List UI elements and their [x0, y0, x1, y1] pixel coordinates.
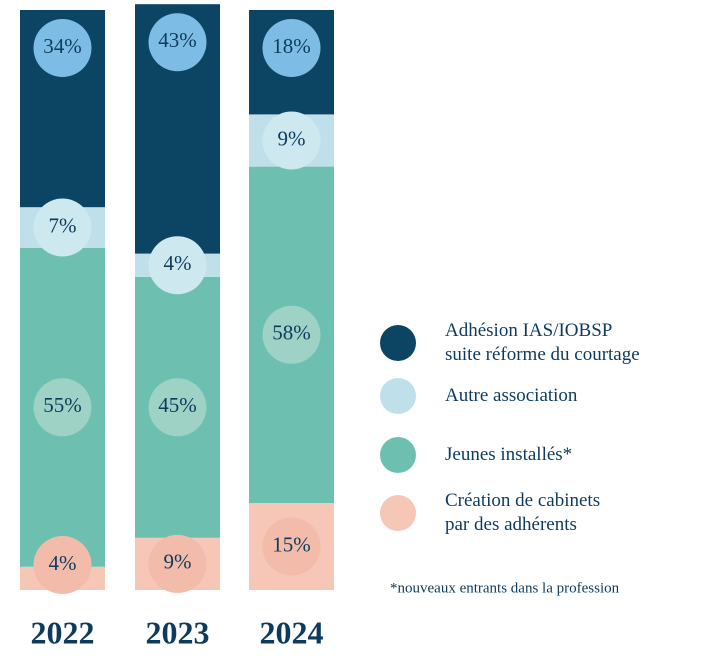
data-label: 4% — [164, 251, 192, 275]
label-badge — [148, 534, 207, 593]
label-badge — [262, 19, 321, 77]
data-label: 15% — [272, 532, 311, 556]
data-label: 9% — [164, 550, 192, 574]
label-badge — [262, 517, 321, 576]
label-badge — [262, 305, 321, 364]
legend-swatch — [380, 495, 416, 531]
data-label: 7% — [49, 213, 77, 237]
label-badge — [148, 236, 207, 295]
x-tick-label: 2023 — [146, 614, 210, 650]
data-label: 43% — [158, 28, 197, 52]
data-label: 9% — [278, 126, 306, 150]
legend-swatch — [380, 325, 416, 361]
data-label: 55% — [43, 393, 82, 417]
data-label: 18% — [272, 34, 311, 58]
x-tick-label: 2022 — [31, 614, 95, 650]
label-badge — [33, 536, 92, 594]
data-label: 34% — [43, 34, 82, 58]
data-label: 45% — [158, 393, 197, 417]
label-badge — [262, 111, 321, 170]
data-label: 58% — [272, 321, 311, 345]
label-badge — [33, 198, 92, 257]
label-badge — [33, 378, 92, 437]
label-badge — [33, 19, 92, 77]
label-badge — [148, 13, 207, 72]
x-tick-label: 2024 — [260, 614, 324, 650]
data-label: 4% — [49, 551, 77, 575]
label-badge — [148, 378, 207, 437]
legend-swatch — [380, 437, 416, 473]
legend-swatch — [380, 378, 416, 414]
footnote: *nouveaux entrants dans la profession — [390, 580, 620, 596]
